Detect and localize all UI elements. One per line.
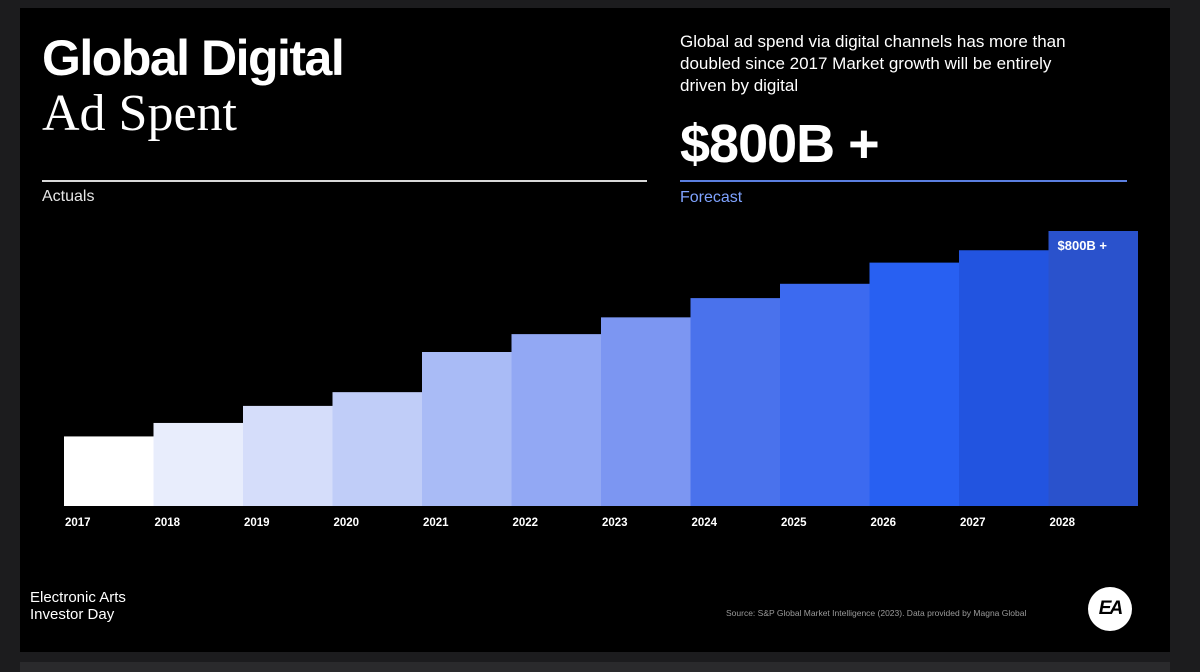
actuals-label: Actuals [42, 188, 95, 205]
data-label-2028: $800B + [1058, 238, 1108, 253]
x-tick-label: 2020 [334, 517, 360, 529]
title-line-2: Ad Spent [42, 85, 237, 142]
bar-2023 [601, 317, 691, 506]
description-text: Global ad spend via digital channels has… [680, 32, 1066, 95]
bar-2018 [153, 422, 243, 506]
forecast-divider [680, 180, 1127, 182]
x-tick-label: 2026 [871, 517, 897, 529]
ea-logo: EA [1088, 587, 1132, 631]
headline-value: $800B + [680, 114, 880, 174]
x-tick-label: 2018 [155, 517, 181, 529]
x-tick-label: 2028 [1050, 517, 1076, 529]
title-line-1: Global Digital [42, 30, 345, 86]
bar-2017 [64, 436, 154, 506]
bar-2024 [690, 298, 780, 506]
forecast-label: Forecast [680, 189, 743, 206]
brand-line-2: Investor Day [30, 606, 115, 623]
x-tick-label: 2025 [781, 517, 807, 529]
footer-brand: Electronic Arts Investor Day [30, 589, 126, 623]
bar-2028 [1048, 231, 1138, 506]
x-tick-label: 2027 [960, 517, 986, 529]
source-note: Source: S&P Global Market Intelligence (… [726, 608, 1027, 618]
x-tick-label: 2017 [65, 517, 91, 529]
bar-2019 [243, 405, 333, 506]
actuals-divider [42, 180, 647, 182]
x-tick-label: 2024 [692, 517, 718, 529]
x-tick-label: 2019 [244, 517, 270, 529]
bar-2027 [959, 250, 1049, 506]
next-slide-edge [20, 662, 1170, 672]
x-tick-label: 2021 [423, 517, 449, 529]
bar-2020 [332, 392, 422, 506]
bar-2025 [780, 283, 870, 506]
x-tick-label: 2022 [513, 517, 539, 529]
bar-2026 [869, 262, 959, 506]
bar-2022 [511, 334, 601, 506]
bar-2021 [422, 352, 512, 506]
x-tick-label: 2023 [602, 517, 628, 529]
brand-line-1: Electronic Arts [30, 589, 126, 606]
